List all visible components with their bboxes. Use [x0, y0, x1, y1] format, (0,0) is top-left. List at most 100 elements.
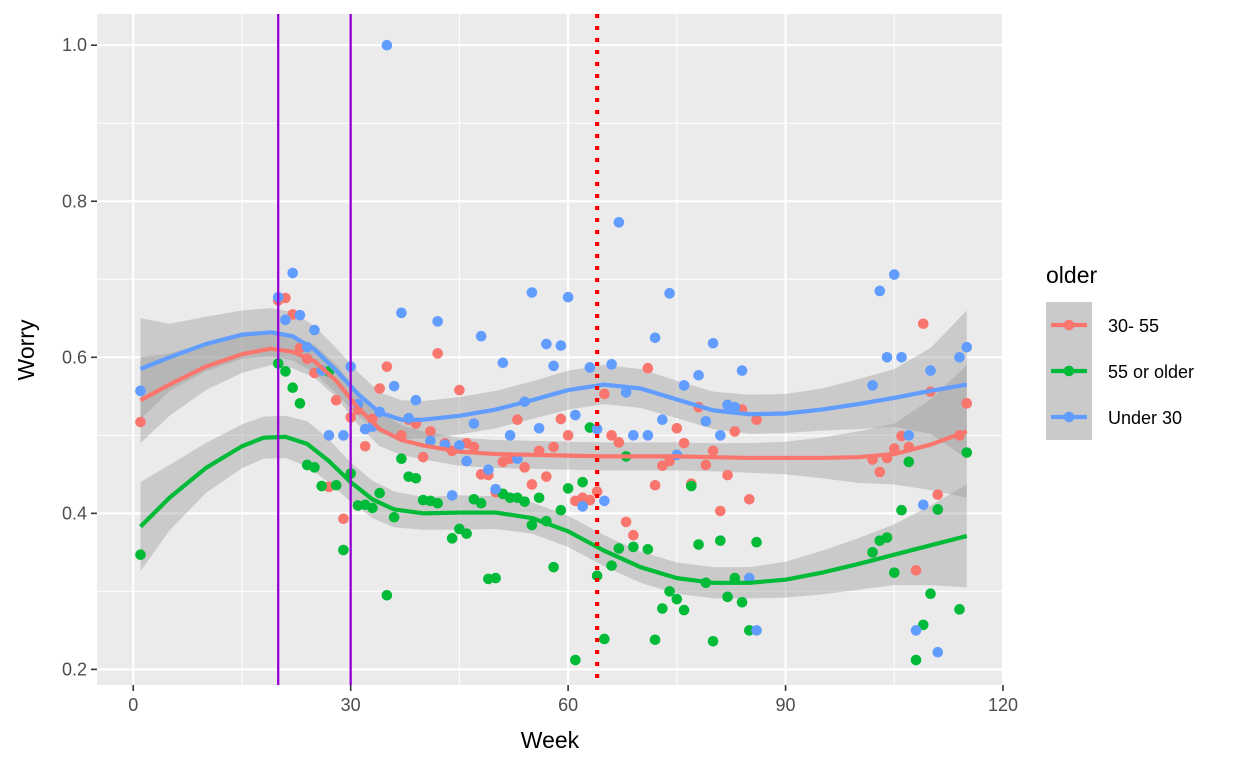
data-point: [613, 217, 625, 228]
data-point: [519, 496, 530, 507]
scatter-points: [135, 39, 973, 666]
data-point: [330, 394, 342, 406]
data-point: [548, 360, 559, 372]
legend-key-point: [1063, 365, 1075, 377]
x-tick-label: 90: [776, 695, 796, 715]
data-point: [903, 456, 915, 468]
data-point: [359, 440, 371, 452]
data-point: [932, 489, 944, 500]
data-point: [388, 380, 400, 392]
data-point: [888, 269, 900, 280]
data-point: [432, 348, 443, 359]
data-point: [599, 633, 610, 645]
data-point: [548, 561, 559, 573]
data-point: [446, 490, 458, 501]
data-point: [519, 462, 530, 473]
data-point: [570, 654, 581, 666]
data-point: [649, 634, 661, 646]
data-point: [715, 505, 726, 517]
data-point: [910, 654, 922, 666]
data-point: [744, 625, 755, 636]
data-point: [454, 384, 465, 396]
data-point: [425, 435, 436, 447]
data-point: [468, 441, 480, 453]
data-point: [722, 591, 733, 603]
data-point: [504, 430, 516, 441]
data-point: [468, 418, 480, 429]
legend-key-point: [1063, 319, 1075, 331]
data-point: [584, 362, 596, 373]
data-point: [381, 39, 393, 51]
data-point: [135, 549, 146, 561]
data-point: [744, 494, 755, 505]
data-point: [867, 547, 878, 558]
data-point: [606, 430, 617, 441]
data-point: [606, 560, 617, 571]
data-point: [381, 361, 393, 372]
plot-panel: [97, 14, 1003, 685]
y-tick-label: 0.4: [62, 503, 87, 523]
data-point: [678, 437, 690, 449]
data-point: [751, 414, 762, 426]
data-point: [396, 307, 407, 319]
data-point: [715, 535, 726, 546]
x-axis-title: Week: [521, 727, 580, 753]
minor-gridlines: [97, 14, 1003, 685]
reference-lines: [277, 14, 600, 685]
data-point: [309, 324, 320, 336]
data-point: [309, 462, 320, 473]
data-point: [917, 318, 929, 330]
data-point: [874, 466, 886, 478]
data-point: [548, 441, 559, 453]
data-point: [562, 430, 574, 441]
data-point: [388, 511, 400, 523]
data-point: [917, 619, 929, 631]
data-point: [483, 464, 494, 475]
data-point: [657, 603, 668, 614]
data-point: [642, 543, 654, 555]
data-point: [642, 362, 654, 374]
data-point: [541, 338, 552, 350]
data-point: [903, 430, 915, 441]
legend-label: 55 or older: [1108, 362, 1194, 382]
data-point: [316, 480, 327, 492]
data-point: [961, 341, 973, 353]
axes: 0 30 60 90 120 0.2 0.4 0.6 0.8 1.0: [62, 35, 1018, 715]
data-point: [678, 604, 690, 616]
data-point: [888, 567, 900, 578]
data-point: [490, 572, 501, 584]
data-point: [381, 589, 393, 601]
data-point: [432, 316, 443, 327]
data-point: [497, 357, 509, 369]
data-point: [446, 533, 458, 544]
data-point: [715, 430, 726, 441]
data-point: [338, 513, 349, 525]
data-point: [613, 437, 625, 448]
data-point: [490, 483, 501, 495]
data-point: [678, 380, 690, 391]
data-point: [642, 430, 654, 441]
y-tick-label: 0.6: [62, 347, 87, 367]
data-point: [135, 416, 146, 428]
data-point: [410, 394, 422, 406]
data-point: [135, 385, 146, 397]
data-point: [591, 423, 603, 435]
data-point: [707, 337, 719, 349]
data-point: [526, 519, 538, 531]
data-point: [736, 365, 748, 376]
data-point: [686, 480, 697, 492]
data-point: [613, 543, 625, 554]
data-point: [961, 447, 973, 458]
data-point: [925, 365, 936, 376]
x-tick-label: 30: [341, 695, 361, 715]
data-point: [533, 423, 545, 434]
data-point: [881, 532, 893, 543]
data-point: [541, 471, 552, 482]
data-point: [417, 451, 429, 463]
data-point: [591, 486, 603, 497]
data-point: [526, 479, 538, 490]
data-point: [555, 504, 567, 516]
data-point: [896, 504, 907, 516]
data-point: [454, 440, 465, 451]
